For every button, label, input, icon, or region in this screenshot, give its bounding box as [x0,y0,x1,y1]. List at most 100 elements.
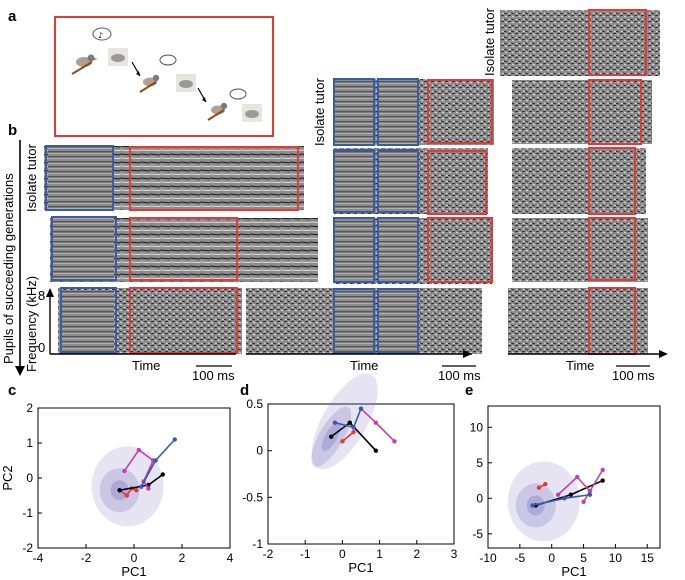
plot-frame [487,405,661,549]
freq-tick: 8 [38,288,46,303]
magenta-point [392,439,397,444]
blue-point [172,437,177,442]
red-point [134,488,139,493]
freq-tick: 0 [38,340,46,355]
blue-point [562,496,567,501]
y-tick-label: -5 [472,527,483,541]
y-tick-label: 0 [26,471,33,485]
red-point [340,439,345,444]
y-tick-label: -1 [252,537,263,551]
density-contour [91,446,164,527]
blue-point [358,406,364,411]
panel-label-c: c [8,382,17,399]
y-tick-label: 0 [476,491,483,505]
plot-frame [267,403,455,545]
black-point [600,478,605,483]
magenta-point [587,489,593,494]
y-tick-label: -1 [22,506,33,520]
x-tick-label: 0 [339,547,346,561]
generation-arrow-icon [15,366,25,376]
panel-label-a: a [8,8,17,25]
x-tick-label: 10 [609,551,623,565]
x-tick-label: 2 [179,551,186,565]
x-axis-label: PC1 [561,564,586,579]
x-tick-label: 3 [451,547,458,561]
y-tick-label: 0.5 [246,397,263,411]
blue-point [153,458,158,463]
arrow-icon [202,97,206,102]
time-label: Time [132,358,161,373]
time-label: Time [350,358,379,373]
x-tick-label: -10 [479,551,497,565]
panel-label-e: e [465,382,474,399]
x-tick-label: -5 [515,551,526,565]
tutee-bird-icon [111,54,125,62]
panel-label-d: d [240,382,250,399]
x-tick-label: -4 [33,551,44,565]
x-tick-label: 15 [641,551,655,565]
y-tick-label: 0 [256,444,263,458]
magenta-point [146,486,151,491]
song-bubble-icon [229,88,247,100]
x-tick-label: 0 [131,551,138,565]
scale-label: 100 ms [612,368,655,383]
y-tick-label: 5 [476,456,483,470]
bird-icon [139,74,160,93]
tutee-bird-icon [245,110,259,118]
black-point [329,434,334,439]
y-tick-label: -2 [22,541,33,555]
x-axis-label: PC1 [121,564,146,579]
red-trajectory [119,487,137,497]
blue-point [332,420,338,425]
y-tick-label: 10 [470,420,484,434]
x-tick-label: 5 [580,551,587,565]
time-label: Time [566,358,595,373]
red-trajectory [341,431,355,442]
tutee-bird-icon [179,80,193,88]
black-point [160,472,165,477]
magenta-point [555,492,561,497]
red-point [351,429,356,435]
magenta-point [122,468,127,474]
blue-point [587,492,593,497]
x-tick-label: 2 [413,547,420,561]
y-axis-label: PC2 [0,465,15,490]
magenta-point [600,467,605,473]
x-tick-label: 4 [227,551,234,565]
panel-label-b: b [8,122,18,139]
black-point [117,488,122,493]
x-tick-label: -1 [300,547,311,561]
y-tick-label: 2 [26,401,33,415]
black-point [347,420,353,425]
x-tick-label: 1 [376,547,383,561]
song-bubble-icon [92,27,112,41]
bird-icon [207,102,228,121]
magenta-point [136,447,141,453]
red-point [124,493,129,498]
blue-point [351,425,356,430]
blue-point [139,484,144,489]
x-tick-label: -2 [263,547,274,561]
y-tick-label: -0.5 [242,490,263,504]
bird-icon [71,54,98,75]
black-point [373,448,379,453]
x-axis-label: PC1 [348,560,373,575]
x-tick-label: 0 [548,551,555,565]
song-bubble-icon [159,54,177,66]
bird-chain-illustration: ♪ [71,27,262,122]
scale-label: 100 ms [438,368,481,383]
svg-text:♪: ♪ [98,31,103,40]
time-arrow-icon [463,350,472,358]
y-tick-label: 1 [26,436,33,450]
magenta-point [581,499,586,505]
magenta-point [373,420,379,425]
blue-point [530,503,535,508]
time-arrow-icon [659,350,668,358]
x-tick-label: -2 [81,551,92,565]
red-point [536,485,542,490]
red-point [543,481,548,487]
panel-a-diagram: ♪ [54,16,274,137]
density-contour [311,373,378,470]
frequency-arrow-icon [46,288,54,297]
